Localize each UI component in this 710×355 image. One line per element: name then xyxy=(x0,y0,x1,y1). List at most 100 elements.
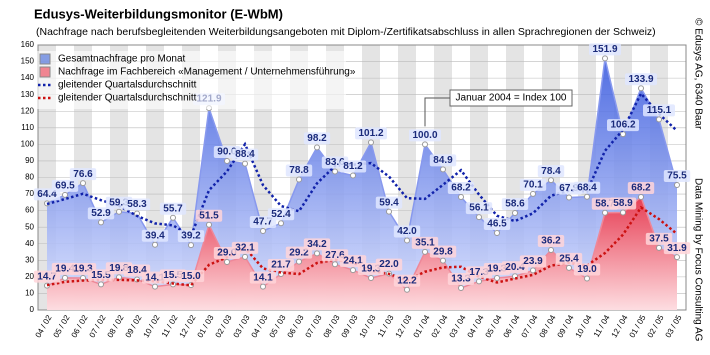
value-label-box xyxy=(159,202,187,215)
legend: Gesamtnachfrage pro Monat Nachfrage im Fa… xyxy=(36,51,356,109)
point xyxy=(368,139,374,146)
value-label: 19.4 xyxy=(55,264,75,275)
point xyxy=(602,209,608,216)
point xyxy=(206,221,212,228)
chart-subtitle: (Nachfrage nach berufsbegleitenden Weite… xyxy=(36,26,656,38)
value-label-box xyxy=(303,238,331,251)
point xyxy=(296,258,302,265)
value-label-box xyxy=(177,230,205,243)
point xyxy=(584,275,590,282)
point xyxy=(278,220,284,227)
value-label: 51.5 xyxy=(199,210,219,221)
value-label: 24.1 xyxy=(343,256,363,267)
value-label-box xyxy=(249,271,277,284)
point xyxy=(98,219,104,226)
value-label: 56.1 xyxy=(469,203,489,214)
point xyxy=(152,241,158,248)
value-label-box xyxy=(87,207,115,220)
value-label-box xyxy=(231,241,259,254)
y-tick-label: 120 xyxy=(21,106,35,115)
point xyxy=(404,286,410,293)
point xyxy=(224,258,230,265)
value-label-box xyxy=(69,168,97,181)
legend-swatch xyxy=(39,53,51,65)
point xyxy=(242,160,248,167)
value-label-box xyxy=(483,217,511,230)
value-label: 23.9 xyxy=(523,256,543,267)
value-label: 68.4 xyxy=(577,182,597,193)
value-label-box xyxy=(375,196,403,209)
value-label: 58.3 xyxy=(127,199,147,210)
value-label-box xyxy=(393,274,421,287)
point xyxy=(98,281,104,288)
value-label: 68.2 xyxy=(451,183,471,194)
value-label-box xyxy=(267,259,295,272)
annotation: Januar 2004 = Index 100 xyxy=(456,93,567,104)
point xyxy=(368,275,374,282)
value-label: 31.9 xyxy=(667,243,687,254)
legend-label: gleitender Quartalsdurchschnitt xyxy=(58,80,197,91)
point xyxy=(638,85,644,92)
value-label: 21.7 xyxy=(271,260,291,271)
point xyxy=(638,194,644,201)
value-label: 133.9 xyxy=(628,74,653,85)
point xyxy=(548,247,554,254)
value-label-box xyxy=(231,148,259,161)
point xyxy=(350,172,356,179)
point xyxy=(584,193,590,200)
credit: © Edusys AG, 6340 Baar xyxy=(692,18,703,130)
value-label: 19.3 xyxy=(361,264,381,275)
point xyxy=(260,283,266,290)
value-label: 25.4 xyxy=(559,254,579,265)
value-label: 69.5 xyxy=(55,181,75,192)
value-label-box xyxy=(519,178,547,191)
value-label: 14.7 xyxy=(37,271,57,282)
legend-label: gleitender Quartalsdurchschnitt xyxy=(58,93,197,104)
value-label: 70.1 xyxy=(523,180,543,191)
y-tick-label: 20 xyxy=(25,272,34,281)
point xyxy=(332,168,338,175)
value-label: 36.2 xyxy=(541,236,561,247)
point xyxy=(350,267,356,274)
value-label-box xyxy=(393,225,421,238)
value-label: 101.2 xyxy=(358,128,383,139)
value-label: 58.9 xyxy=(613,198,633,209)
point xyxy=(116,208,122,215)
value-label: 84.9 xyxy=(433,155,453,166)
value-label: 19.3 xyxy=(73,264,93,275)
value-label-box xyxy=(375,258,403,271)
value-label: 19.3 xyxy=(487,264,507,275)
value-label: 151.9 xyxy=(592,44,617,55)
point xyxy=(494,229,500,236)
value-label: 78.8 xyxy=(289,165,309,176)
point xyxy=(224,157,230,164)
point xyxy=(80,180,86,187)
value-label-box xyxy=(607,119,639,132)
credit: Data Mining by Focus Consulting AG xyxy=(692,178,703,342)
y-tick-label: 0 xyxy=(30,305,35,314)
value-label: 20.4 xyxy=(505,262,525,273)
point xyxy=(656,116,662,123)
point xyxy=(530,190,536,197)
value-label: 68.2 xyxy=(631,183,651,194)
value-label: 55.7 xyxy=(163,203,183,214)
value-label: 81.2 xyxy=(343,161,363,172)
point xyxy=(62,191,68,198)
y-tick-label: 100 xyxy=(21,139,35,148)
point xyxy=(260,227,266,234)
annotation-arrow xyxy=(424,97,450,127)
point xyxy=(656,244,662,251)
point xyxy=(296,176,302,183)
y-tick-label: 110 xyxy=(21,123,34,132)
value-label: 47.7 xyxy=(253,217,273,228)
y-tick-label: 160 xyxy=(21,40,35,49)
value-label: 15.5 xyxy=(91,270,111,281)
value-label: 14.1 xyxy=(145,272,165,283)
legend-box xyxy=(36,51,346,109)
value-label: 52.9 xyxy=(91,208,111,219)
value-label: 76.6 xyxy=(73,169,93,180)
chart-title: Edusys-Weiterbildungsmonitor (E-WbM) xyxy=(34,6,283,21)
y-tick-label: 40 xyxy=(25,239,34,248)
value-label: 39.4 xyxy=(145,230,165,241)
